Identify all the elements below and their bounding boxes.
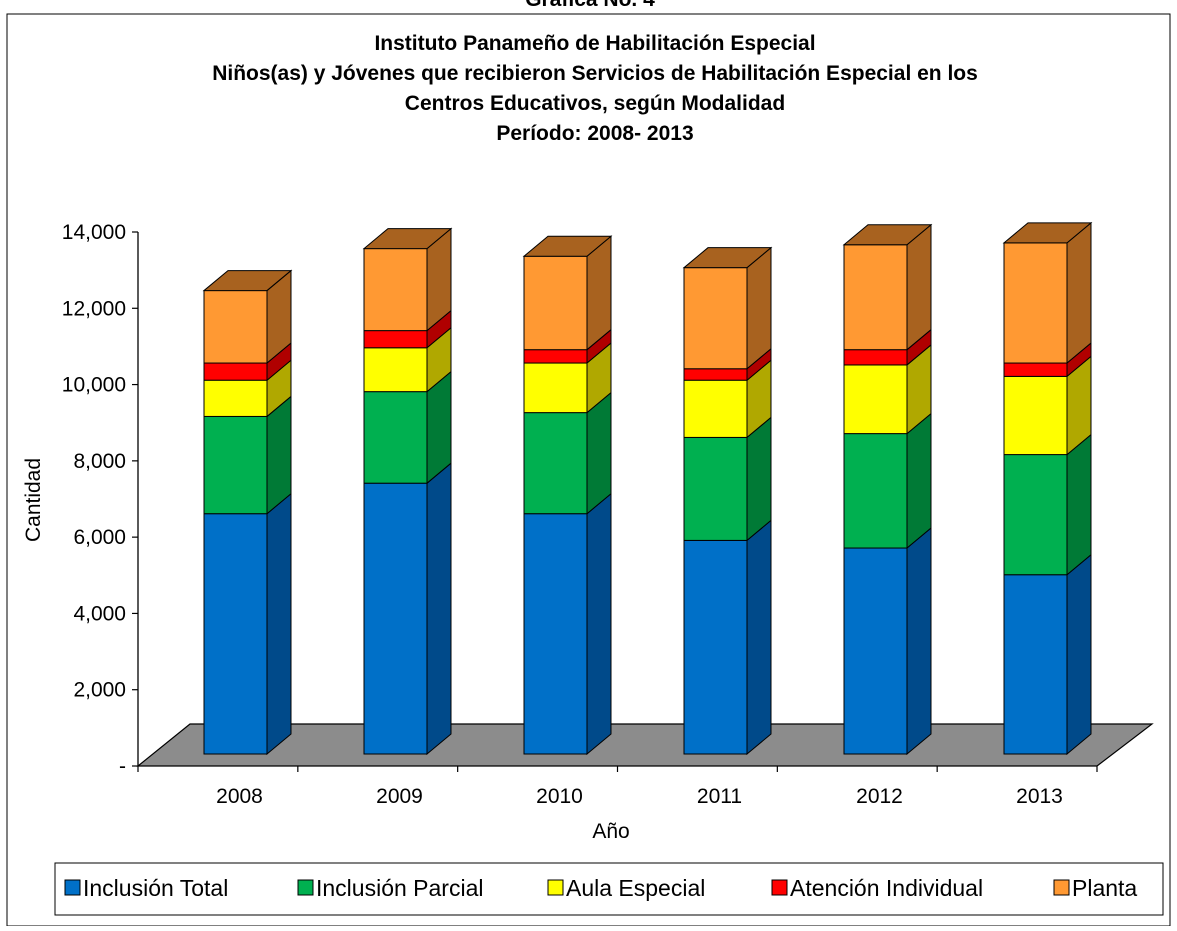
chart-title: Instituto Panameño de Habilitación Espec… <box>212 32 978 145</box>
bar-segment <box>523 513 588 755</box>
x-tick-label: 2013 <box>1016 785 1063 808</box>
bar-segment-side <box>426 462 452 756</box>
legend-item: Inclusión Parcial <box>297 875 483 901</box>
y-tick-label: 14,000 <box>62 221 126 244</box>
y-tick-label: 8,000 <box>73 450 126 473</box>
bar-stack <box>842 223 933 756</box>
x-tick-label: 2008 <box>216 785 263 808</box>
x-axis-title: Año <box>592 820 629 843</box>
bar-segment <box>523 255 588 351</box>
bar-top <box>1002 222 1093 244</box>
bar-segment <box>683 368 748 381</box>
bar-stack <box>1002 221 1093 756</box>
bar-stack <box>202 269 293 756</box>
legend-swatch <box>297 879 314 896</box>
chart-title-line-1: Instituto Panameño de Habilitación Espec… <box>374 32 815 55</box>
legend: Inclusión Total Inclusión Parcial Aula Esp… <box>54 862 1164 916</box>
bar-segment <box>203 362 268 381</box>
legend-item: Atención Individual <box>771 875 983 901</box>
y-tick-label: 4,000 <box>73 602 126 625</box>
bar-segment <box>843 349 908 366</box>
bar-segment <box>1003 454 1068 576</box>
legend-swatch <box>64 879 81 896</box>
bar-segment <box>683 539 748 755</box>
bar-segment <box>1003 574 1068 755</box>
bar-segment <box>683 267 748 370</box>
y-axis-title: Cantidad <box>22 458 45 542</box>
legend-label: Aula Especial <box>566 875 705 901</box>
legend-label: Atención Individual <box>790 875 983 901</box>
legend-item: Inclusión Total <box>64 875 228 901</box>
bar-segment <box>363 248 428 332</box>
bar-segment <box>363 347 428 393</box>
bar-segment <box>523 349 588 364</box>
y-tick-label: - <box>119 755 126 778</box>
bar-top <box>362 228 453 250</box>
bar-segment-side <box>746 246 772 370</box>
bar-top <box>202 270 293 292</box>
bar-top <box>522 235 613 257</box>
bar-segment <box>203 290 268 364</box>
bar-segment <box>1003 242 1068 364</box>
bar-segment <box>1003 362 1068 377</box>
bar-segment-side <box>906 412 932 550</box>
bar-segment-side <box>586 492 612 756</box>
y-tick-label: 6,000 <box>73 526 126 549</box>
bar-segment <box>363 391 428 484</box>
y-tick-label: 12,000 <box>62 297 126 320</box>
x-tick-label: 2011 <box>697 785 742 808</box>
bar-segment-side <box>1066 553 1092 756</box>
legend-swatch <box>771 879 788 896</box>
bar-segment <box>203 513 268 755</box>
legend-swatch <box>1053 879 1070 896</box>
bar-stack <box>682 246 773 756</box>
bar-top <box>842 224 933 246</box>
chart-title-line-3: Centros Educativos, según Modalidad <box>405 92 785 115</box>
bar-segment <box>683 379 748 438</box>
legend-label: Inclusión Parcial <box>316 875 483 901</box>
legend-box <box>54 862 1164 916</box>
legend-item: Planta <box>1053 875 1137 901</box>
axes: - 2,000 4,000 6,000 8,000 10,000 12,000 14,000 2… <box>62 221 1098 808</box>
bar-segment <box>203 415 268 515</box>
y-tick-label: 2,000 <box>73 679 126 702</box>
legend-item: Aula Especial <box>547 875 705 901</box>
x-tick-label: 2010 <box>536 785 583 808</box>
bar-segment <box>363 482 428 755</box>
bar-segment-side <box>1066 433 1092 576</box>
bar-segment <box>843 364 908 435</box>
bar-segment <box>523 412 588 515</box>
bar-segment <box>843 244 908 351</box>
bar-segment-side <box>746 519 772 756</box>
bar-stack <box>362 227 453 756</box>
bar-segment <box>683 436 748 541</box>
x-tick-label: 2012 <box>856 785 903 808</box>
legend-label: Inclusión Total <box>83 875 228 901</box>
legend-label: Planta <box>1072 875 1137 901</box>
figure-title: Gráfica No. 4 <box>525 0 655 11</box>
bar-segment <box>843 547 908 755</box>
bar-segment-side <box>746 416 772 542</box>
chart-title-line-4: Período: 2008- 2013 <box>496 122 693 145</box>
y-tick-label: 10,000 <box>62 374 126 397</box>
bar-segment <box>363 330 428 349</box>
bar-segment <box>523 362 588 414</box>
legend-swatch <box>547 879 564 896</box>
x-tick-label: 2009 <box>376 785 423 808</box>
bar-top <box>682 247 773 269</box>
bar-segment <box>1003 375 1068 456</box>
bar-segment <box>843 433 908 549</box>
bar-segment <box>203 379 268 417</box>
bar-segment-side <box>266 492 292 756</box>
chart-title-line-2: Niños(as) y Jóvenes que recibieron Servi… <box>212 62 978 85</box>
bars <box>202 221 1093 756</box>
bar-stack <box>522 235 613 756</box>
bar-segment-side <box>906 526 932 756</box>
bar-segment-side <box>906 223 932 351</box>
bar-segment-side <box>586 391 612 515</box>
bar-segment-side <box>1066 221 1092 365</box>
